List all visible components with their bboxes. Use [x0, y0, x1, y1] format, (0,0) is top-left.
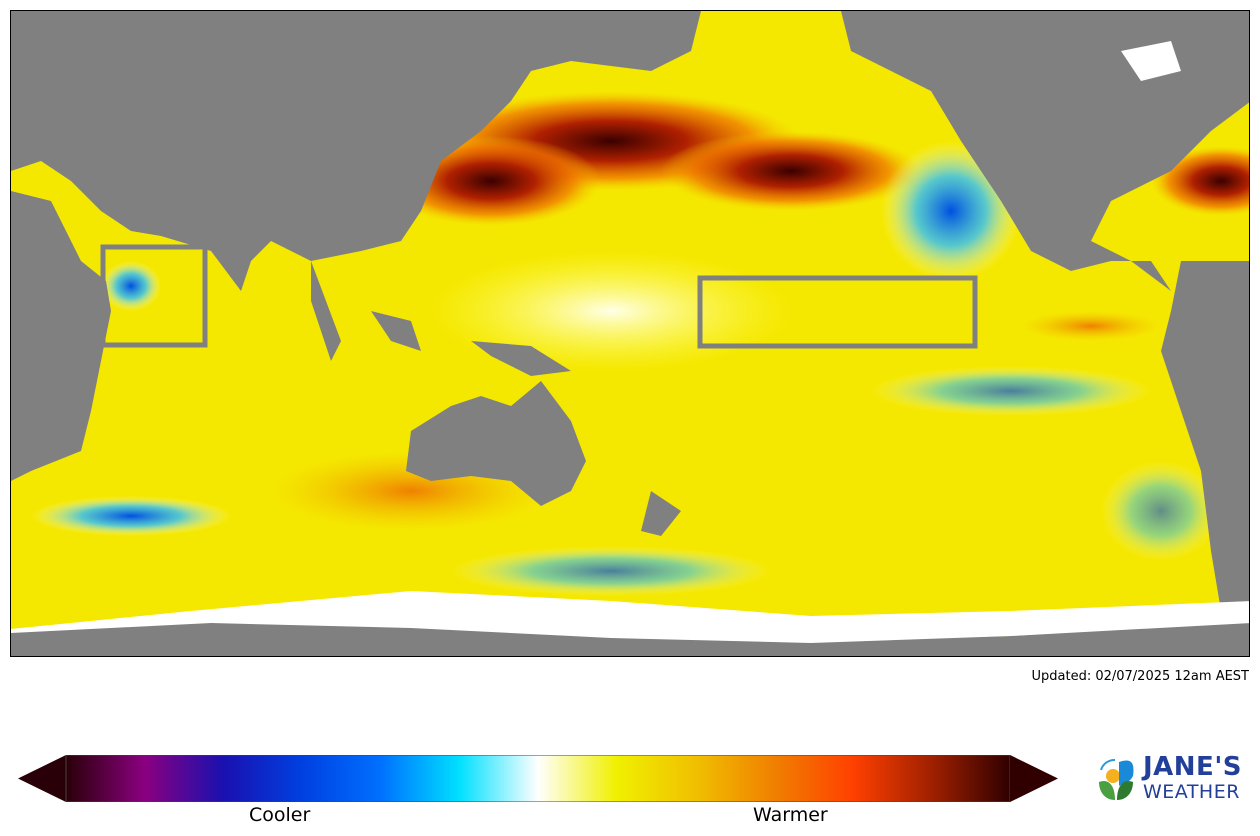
land-india [311, 261, 341, 361]
anomaly-neutral [431, 251, 791, 371]
anomaly-eastern-pacific-warm [1021, 311, 1161, 341]
logo-text-janes: JANE'S [1143, 752, 1243, 782]
land-new-guinea [471, 341, 571, 376]
land [11, 11, 1249, 656]
land-borneo [371, 311, 421, 351]
land-new-zealand [641, 491, 681, 536]
map-canvas [11, 11, 1249, 656]
anomaly-chile-cool [1101, 461, 1221, 561]
colorbar-cooler-label: Cooler [249, 804, 311, 826]
sea-ice-hudson [1121, 41, 1181, 81]
logo-text-weather: WEATHER [1143, 781, 1240, 803]
anomaly-north-pacific-warm [661, 131, 921, 211]
colorbar-warmer-label: Warmer [753, 804, 828, 826]
land-north-america [841, 11, 1249, 291]
land-australia [406, 381, 586, 506]
updated-timestamp: Updated: 02/07/2025 12am AEST [1031, 669, 1249, 684]
land-eurasia [11, 11, 701, 291]
colorbar [18, 755, 1058, 802]
janes-weather-logo-icon [1099, 759, 1134, 800]
colorbar-low-extend [18, 755, 66, 802]
colorbar-high-extend [1010, 755, 1058, 802]
highlight-box-nino-region [697, 275, 978, 349]
highlight-box-indian-ocean [100, 244, 208, 348]
land-africa [11, 191, 111, 481]
anomaly-southern-ocean-cool [451, 546, 771, 596]
sst-anomaly-map [10, 10, 1250, 657]
anomaly-arabian-cool [101, 261, 161, 311]
land-antarctica [11, 621, 1249, 656]
sea-ice [11, 591, 1249, 643]
anomaly-se-pacific-cool [871, 366, 1151, 416]
colorbar-gradient [65, 755, 1011, 802]
anomaly-southern-indian-cool [31, 496, 231, 536]
land-south-america [1161, 261, 1249, 611]
